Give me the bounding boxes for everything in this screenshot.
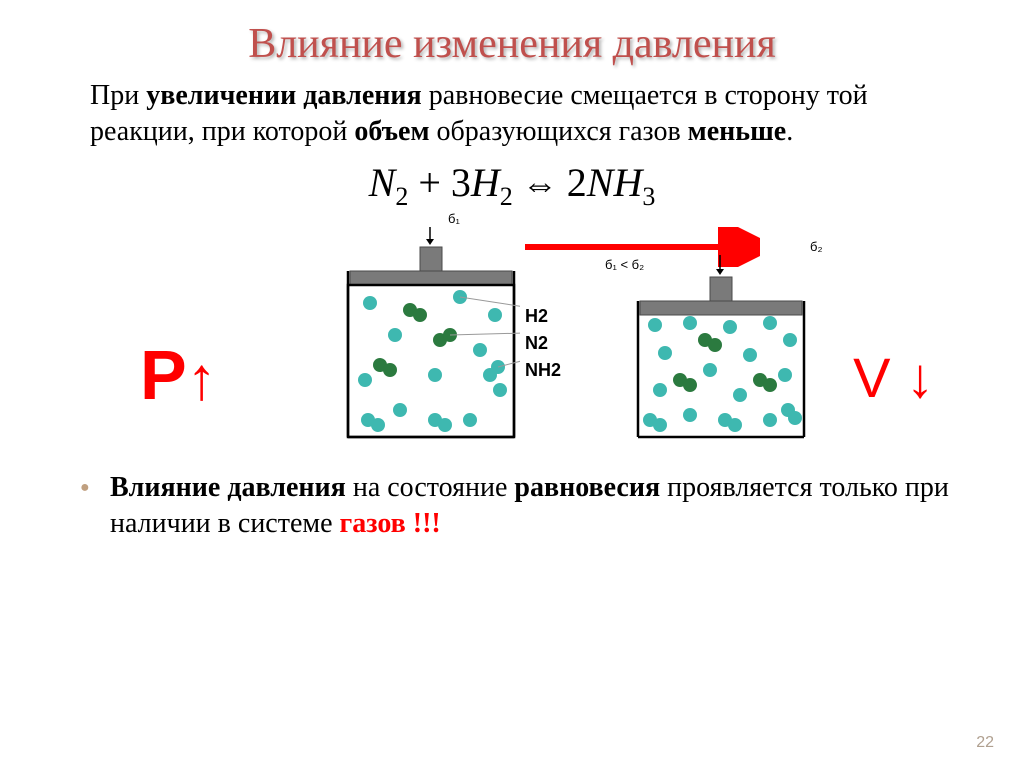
text-bold: объем [354, 116, 429, 147]
eq-coef: 3 [451, 160, 471, 205]
eq-n: N [369, 160, 396, 205]
slide-number: 22 [976, 734, 994, 752]
chemical-equation: N2 + 3H2 ⇔ 2NH3 [60, 159, 964, 212]
particle-legend: H2 N2 NH2 [525, 303, 561, 384]
volume-label: V ↓ [853, 345, 934, 410]
eq-coef: 2 [567, 160, 587, 205]
up-arrow-icon: ↑ [187, 345, 217, 412]
sigma2-label: б₂ [810, 239, 823, 254]
legend-nh2: NH2 [525, 357, 561, 384]
text-seg: на состояние [346, 472, 515, 503]
eq-plus: + [408, 160, 451, 205]
v-symbol: V [853, 346, 890, 409]
slide-title: Влияние изменения давления [60, 20, 964, 68]
sigma1-label: б₁ [448, 211, 460, 226]
particles-right [643, 316, 802, 432]
text-bold: увеличении давления [146, 80, 421, 111]
text-seg: образующихся газов [430, 116, 688, 147]
eq-h: H [471, 160, 500, 205]
text-red-bold: газов !!! [340, 508, 441, 539]
text-bold: меньше [688, 116, 787, 147]
eq-sub: 3 [642, 182, 655, 211]
pressure-label: P↑ [140, 335, 217, 415]
p-symbol: P [140, 336, 187, 414]
particles-left [358, 290, 507, 432]
bullet-paragraph: Влияние давления на состояние равновесия… [60, 470, 964, 543]
text-bold: равновесия [514, 472, 660, 503]
text-seg: При [90, 80, 146, 111]
text-bold: Влияние давления [110, 472, 346, 503]
legend-n2: N2 [525, 330, 561, 357]
eq-sub: 2 [500, 182, 513, 211]
beaker-group [340, 225, 810, 450]
beaker-right [630, 225, 810, 450]
intro-paragraph: При увеличении давления равновесие смеща… [60, 78, 964, 151]
eq-arrow: ⇔ [513, 164, 567, 204]
text-seg: . [786, 116, 793, 147]
legend-h2: H2 [525, 303, 561, 330]
eq-nh: NH [587, 160, 643, 205]
diagram-area: P↑ V ↓ б₁ б₁ < б₂ б₂ [60, 215, 964, 465]
beaker-left [340, 225, 520, 450]
eq-sub: 2 [395, 182, 408, 211]
down-arrow-icon: ↓ [906, 346, 934, 409]
